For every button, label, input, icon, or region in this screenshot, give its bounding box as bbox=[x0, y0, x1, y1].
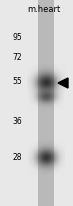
Text: 36: 36 bbox=[12, 117, 22, 126]
Text: 55: 55 bbox=[12, 77, 22, 86]
Text: m.heart: m.heart bbox=[27, 6, 60, 14]
Text: 95: 95 bbox=[12, 33, 22, 42]
Text: 28: 28 bbox=[12, 153, 22, 162]
Polygon shape bbox=[58, 79, 68, 89]
Text: 72: 72 bbox=[12, 53, 22, 62]
